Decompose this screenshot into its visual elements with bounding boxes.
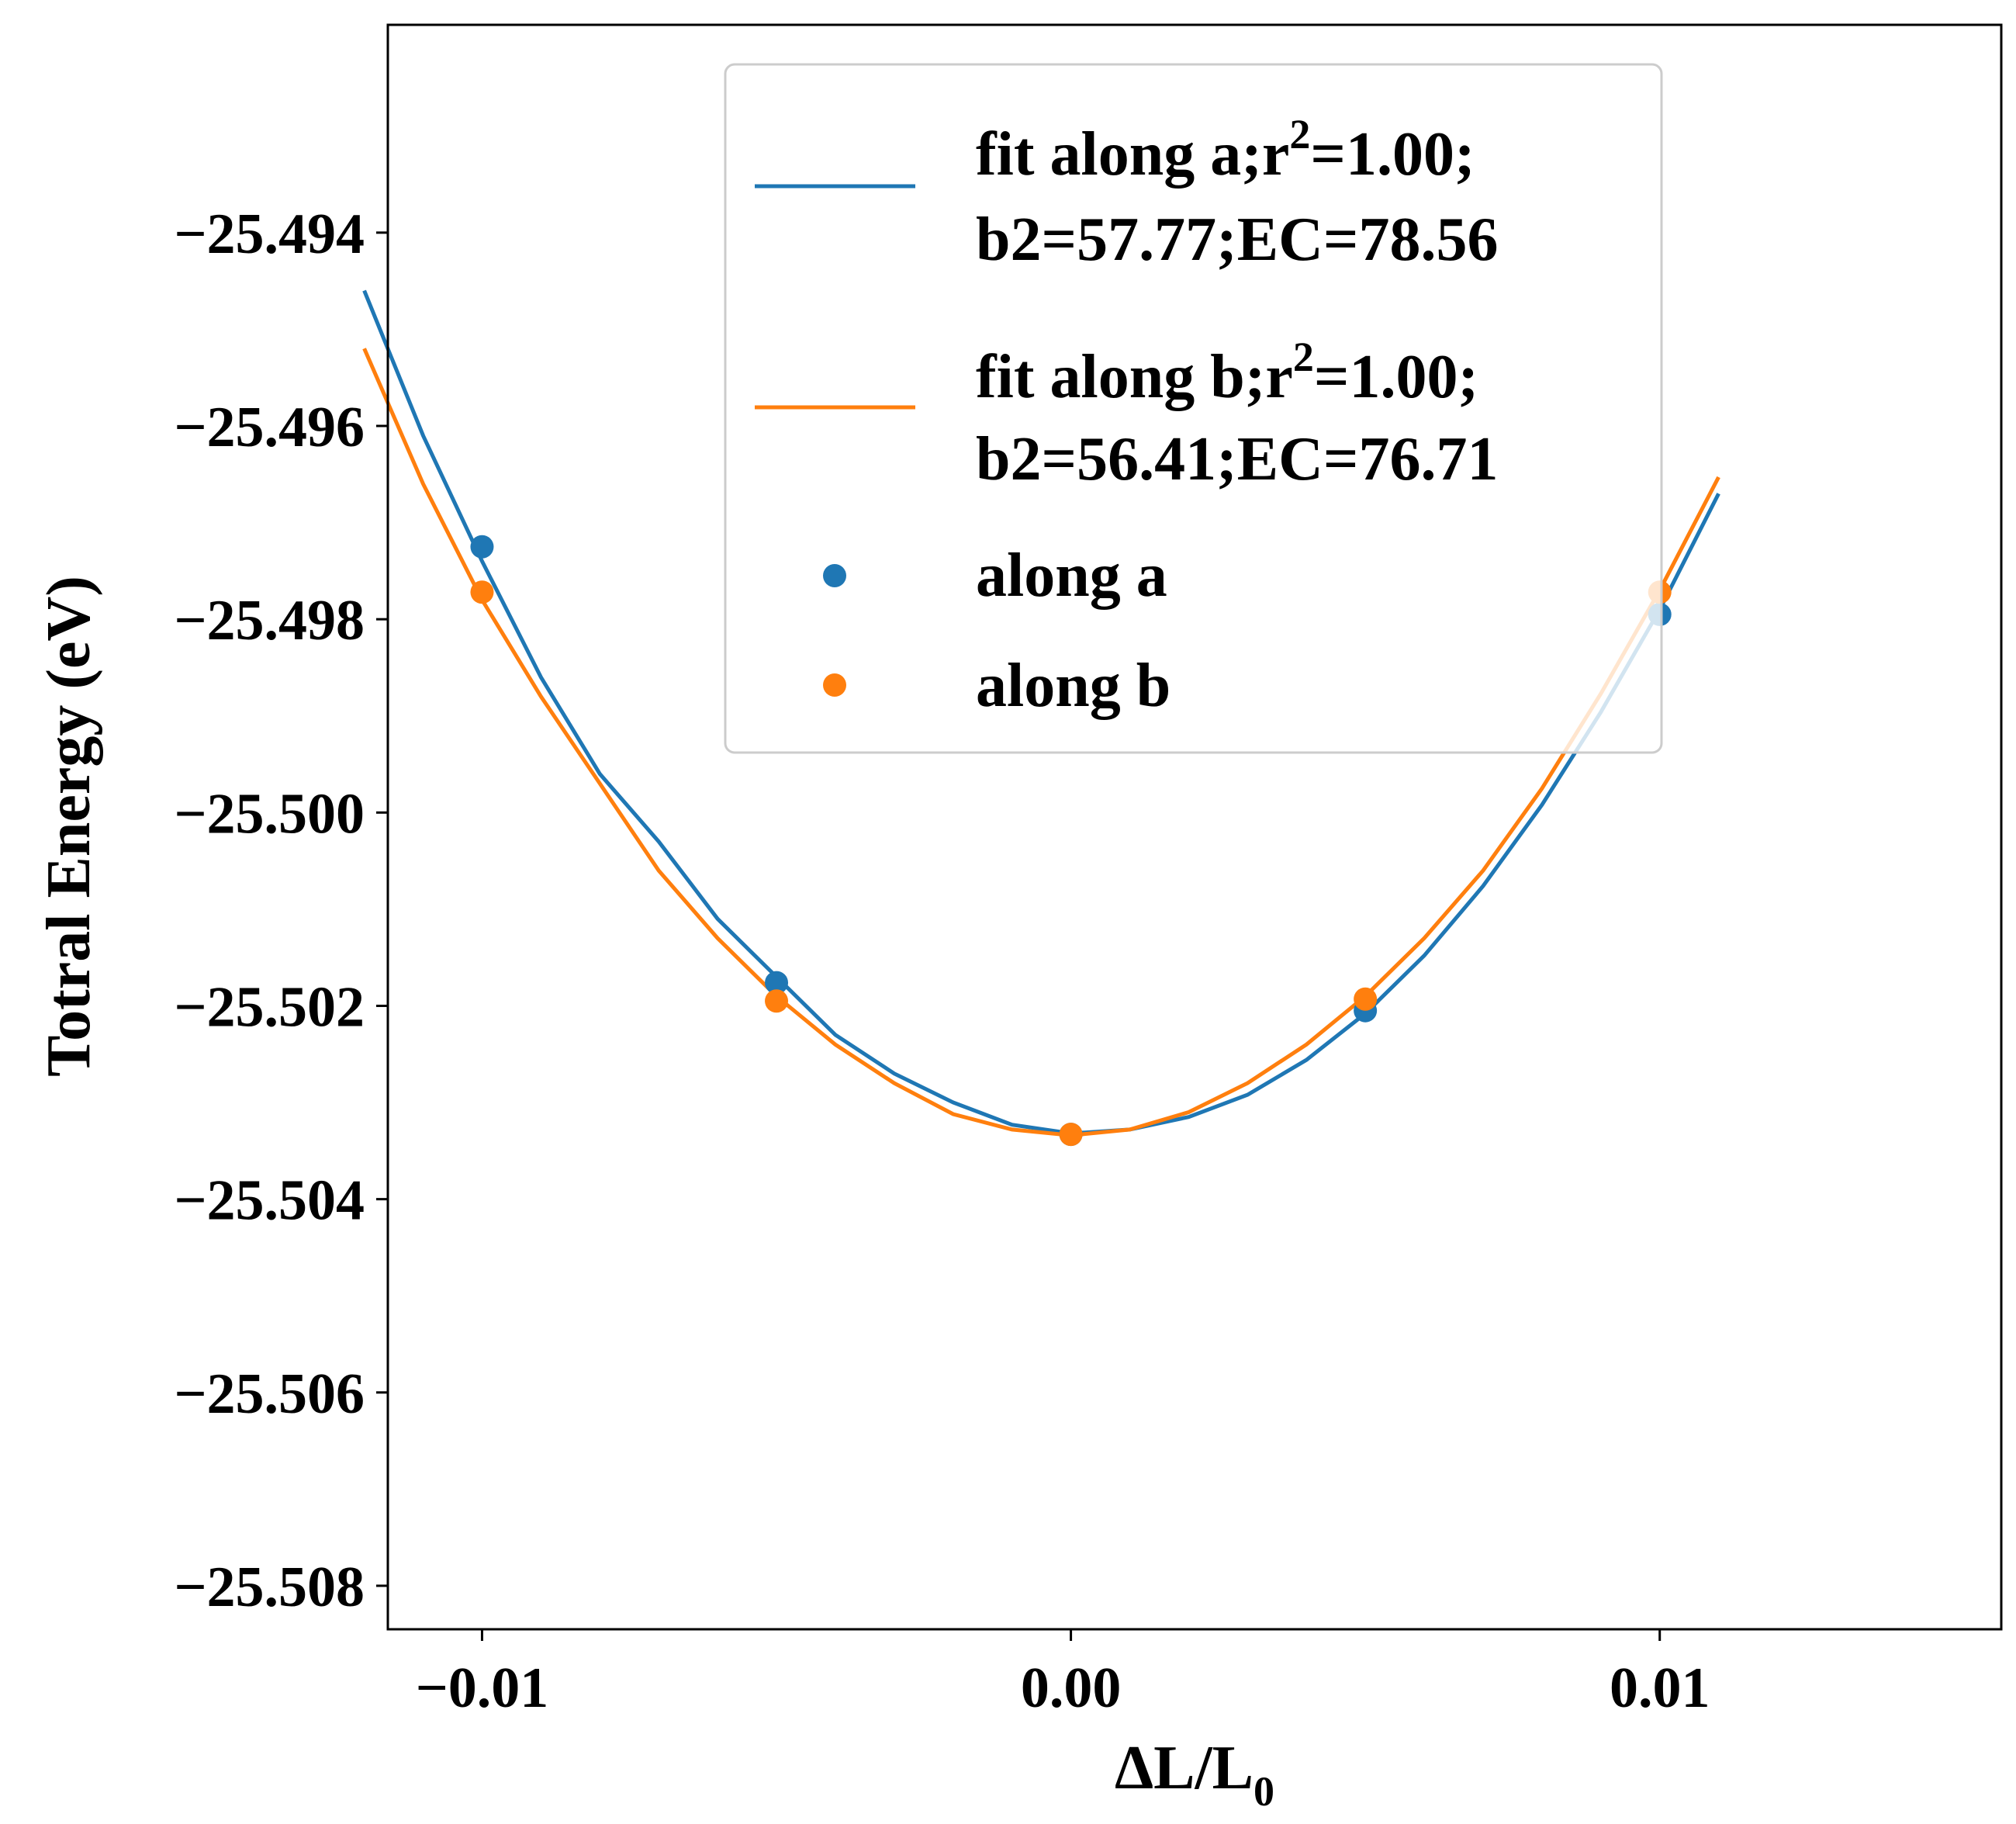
legend-marker-along-a xyxy=(823,564,846,587)
y-axis-title: Totral Energy (eV) xyxy=(35,576,103,1077)
y-axis-ticks: −25.494 −25.496 −25.498 −25.500 −25.502 −25.5… xyxy=(174,202,388,1619)
legend-entry-fit-b: fit along b;r2=1.00; b2=56.41;EC=76.71 xyxy=(755,334,1498,493)
legend: fit along a;r2=1.00; b2=57.77;EC=78.56 f… xyxy=(724,63,1663,754)
x-tick-label: 0.00 xyxy=(1021,1656,1122,1720)
legend-text-fit-b-line2: b2=56.41;EC=76.71 xyxy=(976,425,1498,493)
data-point-along-a xyxy=(470,535,494,559)
x-tick-label: −0.01 xyxy=(416,1656,549,1720)
y-tick-label: −25.498 xyxy=(174,589,365,652)
data-point-along-b xyxy=(1059,1123,1083,1147)
legend-fit-b-sup: 2 xyxy=(1293,334,1314,380)
y-tick-label: −25.502 xyxy=(174,975,365,1039)
data-point-along-b xyxy=(470,580,494,604)
legend-fit-a-part1: fit along a;r xyxy=(976,120,1289,189)
data-point-along-a xyxy=(765,971,789,995)
y-tick-label: −25.508 xyxy=(174,1556,365,1619)
legend-fit-a-sup: 2 xyxy=(1289,111,1310,157)
fit-line-a xyxy=(362,289,1720,1136)
legend-text-along-b: along b xyxy=(976,652,1171,720)
plot-frame xyxy=(386,23,2003,1631)
legend-fit-b-part2: =1.00; xyxy=(1314,343,1478,411)
legend-marker-along-b xyxy=(823,673,846,697)
y-tick-label: −25.506 xyxy=(174,1362,365,1426)
x-axis-title-subscript: 0 xyxy=(1254,1768,1274,1815)
legend-text-along-a: along a xyxy=(976,542,1167,610)
y-tick-label: −25.500 xyxy=(174,782,365,846)
data-point-along-b xyxy=(765,989,789,1013)
x-axis-ticks: −0.01 0.00 0.01 xyxy=(416,1629,1710,1720)
legend-entry-along-b: along b xyxy=(823,652,1171,720)
series-layer xyxy=(362,289,1720,1147)
y-tick-label: −25.504 xyxy=(174,1169,365,1233)
legend-text-fit-a-line1: fit along a;r2=1.00; xyxy=(976,111,1475,189)
legend-fit-b-part1: fit along b;r xyxy=(976,343,1293,411)
x-axis-title-main: ΔL/L xyxy=(1115,1734,1254,1802)
x-tick-label: 0.01 xyxy=(1610,1656,1710,1720)
x-axis-title: ΔL/L0 xyxy=(1115,1734,1274,1815)
legend-box xyxy=(724,63,1663,754)
data-point-along-b xyxy=(1354,987,1378,1011)
y-tick-label: −25.494 xyxy=(174,202,365,266)
legend-text-fit-a-line2: b2=57.77;EC=78.56 xyxy=(976,206,1498,274)
legend-entry-fit-a: fit along a;r2=1.00; b2=57.77;EC=78.56 xyxy=(755,111,1498,274)
legend-entry-along-a: along a xyxy=(823,542,1167,610)
legend-fit-a-part2: =1.00; xyxy=(1310,120,1475,189)
legend-text-fit-b-line1: fit along b;r2=1.00; xyxy=(976,334,1478,411)
fit-line-b xyxy=(362,348,1720,1137)
y-tick-label: −25.496 xyxy=(174,396,365,459)
